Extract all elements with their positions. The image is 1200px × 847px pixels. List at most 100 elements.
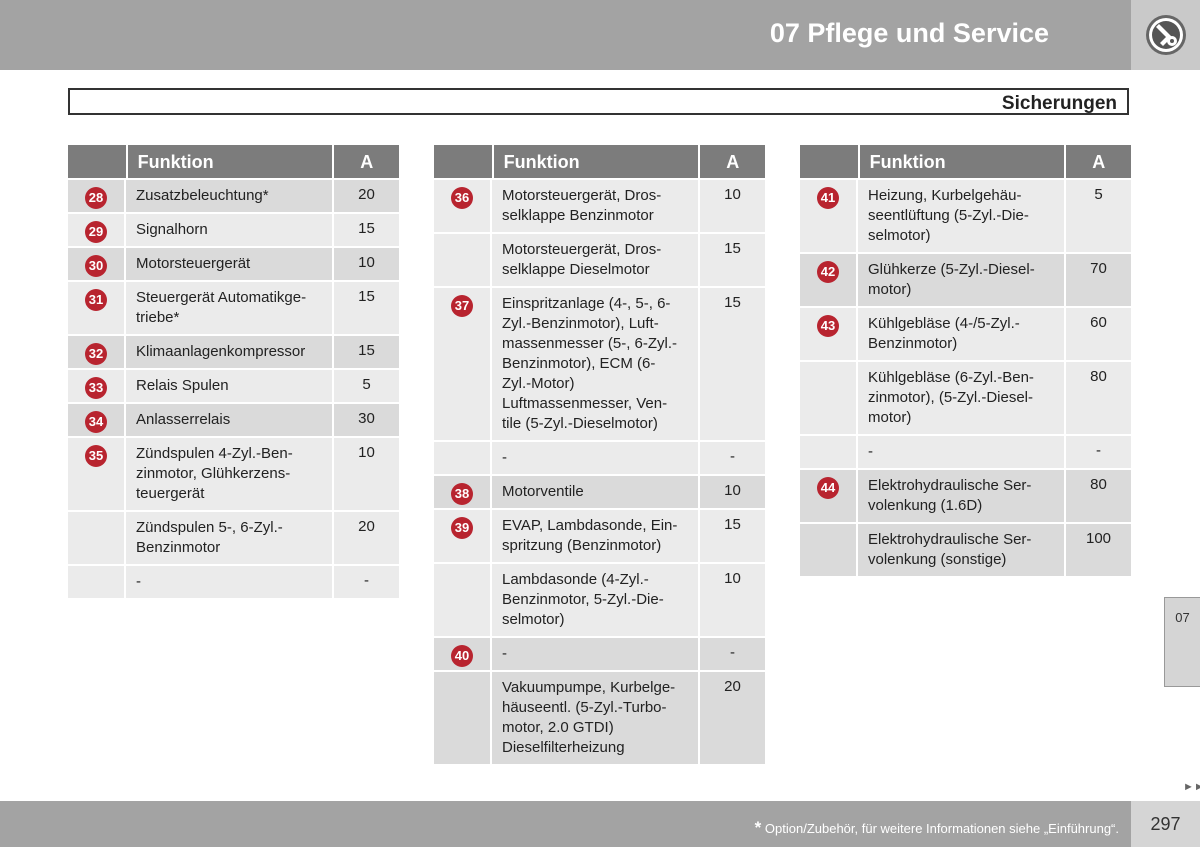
table-header: Funktion A (68, 145, 399, 178)
fuse-number-cell (434, 564, 492, 636)
fuse-number-badge: 31 (85, 289, 107, 311)
fuse-number-badge: 44 (817, 477, 839, 499)
table-row: -- (434, 440, 765, 474)
fuse-number-badge: 37 (451, 295, 473, 317)
chapter-tab[interactable]: 07 (1164, 597, 1200, 687)
table-row: Vakuumpumpe, Kurbelge- häuseentl. (5-Zyl… (434, 670, 765, 764)
page-number: 297 (1131, 801, 1200, 847)
table-row: 34 Anlasserrelais 30 (68, 402, 399, 436)
fuse-table-3: Funktion A 41 Heizung, Kurbelgehäu- seentlü… (800, 145, 1131, 576)
section-header: Sicherungen (68, 88, 1129, 115)
fuse-ampere: 20 (724, 678, 741, 695)
fuse-number-cell (434, 234, 492, 286)
fuse-number-cell: 33 (68, 370, 126, 402)
fuse-number-badge: 32 (85, 343, 107, 365)
fuse-number-cell (434, 442, 492, 474)
fuse-function: Motorsteuergerät (126, 248, 334, 280)
fuse-ampere: 60 (1090, 314, 1107, 331)
fuse-ampere: 10 (724, 186, 741, 203)
fuse-ampere: 30 (358, 410, 375, 427)
footer-bar: * Option/Zubehör, für weitere Informatio… (0, 801, 1131, 847)
fuse-function: Elektrohydraulische Ser- volenkung (sons… (858, 524, 1066, 576)
chapter-icon-box (1131, 0, 1200, 70)
header-num-cell (68, 145, 128, 178)
fuse-ampere: 70 (1090, 260, 1107, 277)
table-header: Funktion A (800, 145, 1131, 178)
fuse-ampere: 15 (724, 516, 741, 533)
fuse-ampere: - (1096, 442, 1101, 459)
fuse-ampere: 15 (358, 342, 375, 359)
table-row: 38 Motorventile 10 (434, 474, 765, 508)
table-row: Elektrohydraulische Ser- volenkung (sons… (800, 522, 1131, 576)
fuse-function: Signalhorn (126, 214, 334, 246)
fuse-function: EVAP, Lambdasonde, Ein- spritzung (Benzi… (492, 510, 700, 562)
table-row: 28 Zusatzbeleuchtung* 20 (68, 178, 399, 212)
fuse-number-cell: 29 (68, 214, 126, 246)
table-row: 32 Klimaanlagenkompressor 15 (68, 334, 399, 368)
table-row: -- (800, 434, 1131, 468)
table-row: 35 Zündspulen 4-Zyl.-Ben- zinmotor, Glühk… (68, 436, 399, 510)
table-row: 36 Motorsteuergerät, Dros- selklappe Benz… (434, 178, 765, 232)
fuse-number-cell: 42 (800, 254, 858, 306)
fuse-ampere: 15 (724, 294, 741, 311)
fuse-number-cell (68, 512, 126, 564)
fuse-function: Einspritzanlage (4-, 5-, 6- Zyl.-Benzinm… (492, 288, 700, 440)
table-row: 37 Einspritzanlage (4-, 5-, 6- Zyl.-Benzi… (434, 286, 765, 440)
fuse-function: Motorventile (492, 476, 700, 508)
fuse-ampere: 15 (724, 240, 741, 257)
table-header: Funktion A (434, 145, 765, 178)
fuse-number-cell: 37 (434, 288, 492, 440)
fuse-number-cell: 34 (68, 404, 126, 436)
table-row: 40- - (434, 636, 765, 670)
header-funktion: Funktion (493, 145, 701, 178)
fuse-number-cell: 32 (68, 336, 126, 368)
fuse-number-cell: 28 (68, 180, 126, 212)
fuse-ampere: 20 (358, 186, 375, 203)
fuse-number-cell: 38 (434, 476, 492, 508)
fuse-function: Zündspulen 4-Zyl.-Ben- zinmotor, Glühker… (126, 438, 334, 510)
header-ampere: A (334, 145, 399, 178)
fuse-number-cell (800, 524, 858, 576)
fuse-function: Vakuumpumpe, Kurbelge- häuseentl. (5-Zyl… (492, 672, 700, 764)
fuse-function: Klimaanlagenkompressor (126, 336, 334, 368)
fuse-function: Glühkerze (5-Zyl.-Diesel- motor) (858, 254, 1066, 306)
fuse-number-badge: 29 (85, 221, 107, 243)
fuse-function: Heizung, Kurbelgehäu- seentlüftung (5-Zy… (858, 180, 1066, 252)
footnote-text: Option/Zubehör, für weitere Informatione… (761, 821, 1119, 836)
fuse-number-cell: 40 (434, 638, 492, 670)
fuse-function: Motorsteuergerät, Dros- selklappe Diesel… (492, 234, 700, 286)
fuse-number-badge: 28 (85, 187, 107, 209)
fuse-function: Relais Spulen (126, 370, 334, 402)
fuse-ampere: 10 (724, 482, 741, 499)
fuse-ampere: 20 (358, 518, 375, 535)
table-row: 39 EVAP, Lambdasonde, Ein- spritzung (Ben… (434, 508, 765, 562)
fuse-number-cell: 43 (800, 308, 858, 360)
fuse-ampere: 10 (724, 570, 741, 587)
footnote-star: * (754, 818, 762, 837)
table-row: 30 Motorsteuergerät 10 (68, 246, 399, 280)
header-num-cell (800, 145, 860, 178)
fuse-number-badge: 39 (451, 517, 473, 539)
fuse-ampere: 100 (1085, 530, 1112, 547)
section-title: Sicherungen (1001, 93, 1117, 114)
wrench-cog-icon (1146, 15, 1186, 55)
fuse-ampere: - (730, 448, 735, 465)
header-funktion: Funktion (127, 145, 335, 178)
fuse-function: - (858, 436, 1066, 468)
fuse-ampere: 10 (358, 444, 375, 461)
footnote: * Option/Zubehör, für weitere Informatio… (755, 818, 1119, 838)
header-ampere: A (700, 145, 765, 178)
fuse-function: Kühlgebläse (6-Zyl.-Ben- zinmotor), (5-Z… (858, 362, 1066, 434)
fuse-ampere: 5 (1094, 186, 1103, 203)
fuse-table-2: Funktion A 36 Motorsteuergerät, Dros- selkl… (434, 145, 765, 764)
table-row: 43 Kühlgebläse (4-/5-Zyl.- Benzinmotor) 60 (800, 306, 1131, 360)
header-ampere: A (1066, 145, 1131, 178)
fuse-ampere: 80 (1090, 368, 1107, 385)
table-row: 44 Elektrohydraulische Ser- volenkung (1.… (800, 468, 1131, 522)
table-row: 42 Glühkerze (5-Zyl.-Diesel- motor) 70 (800, 252, 1131, 306)
fuse-number-cell (800, 436, 858, 468)
fuse-ampere: - (730, 644, 735, 661)
header-num-cell (434, 145, 494, 178)
fuse-number-cell: 36 (434, 180, 492, 232)
table-row: 33 Relais Spulen 5 (68, 368, 399, 402)
